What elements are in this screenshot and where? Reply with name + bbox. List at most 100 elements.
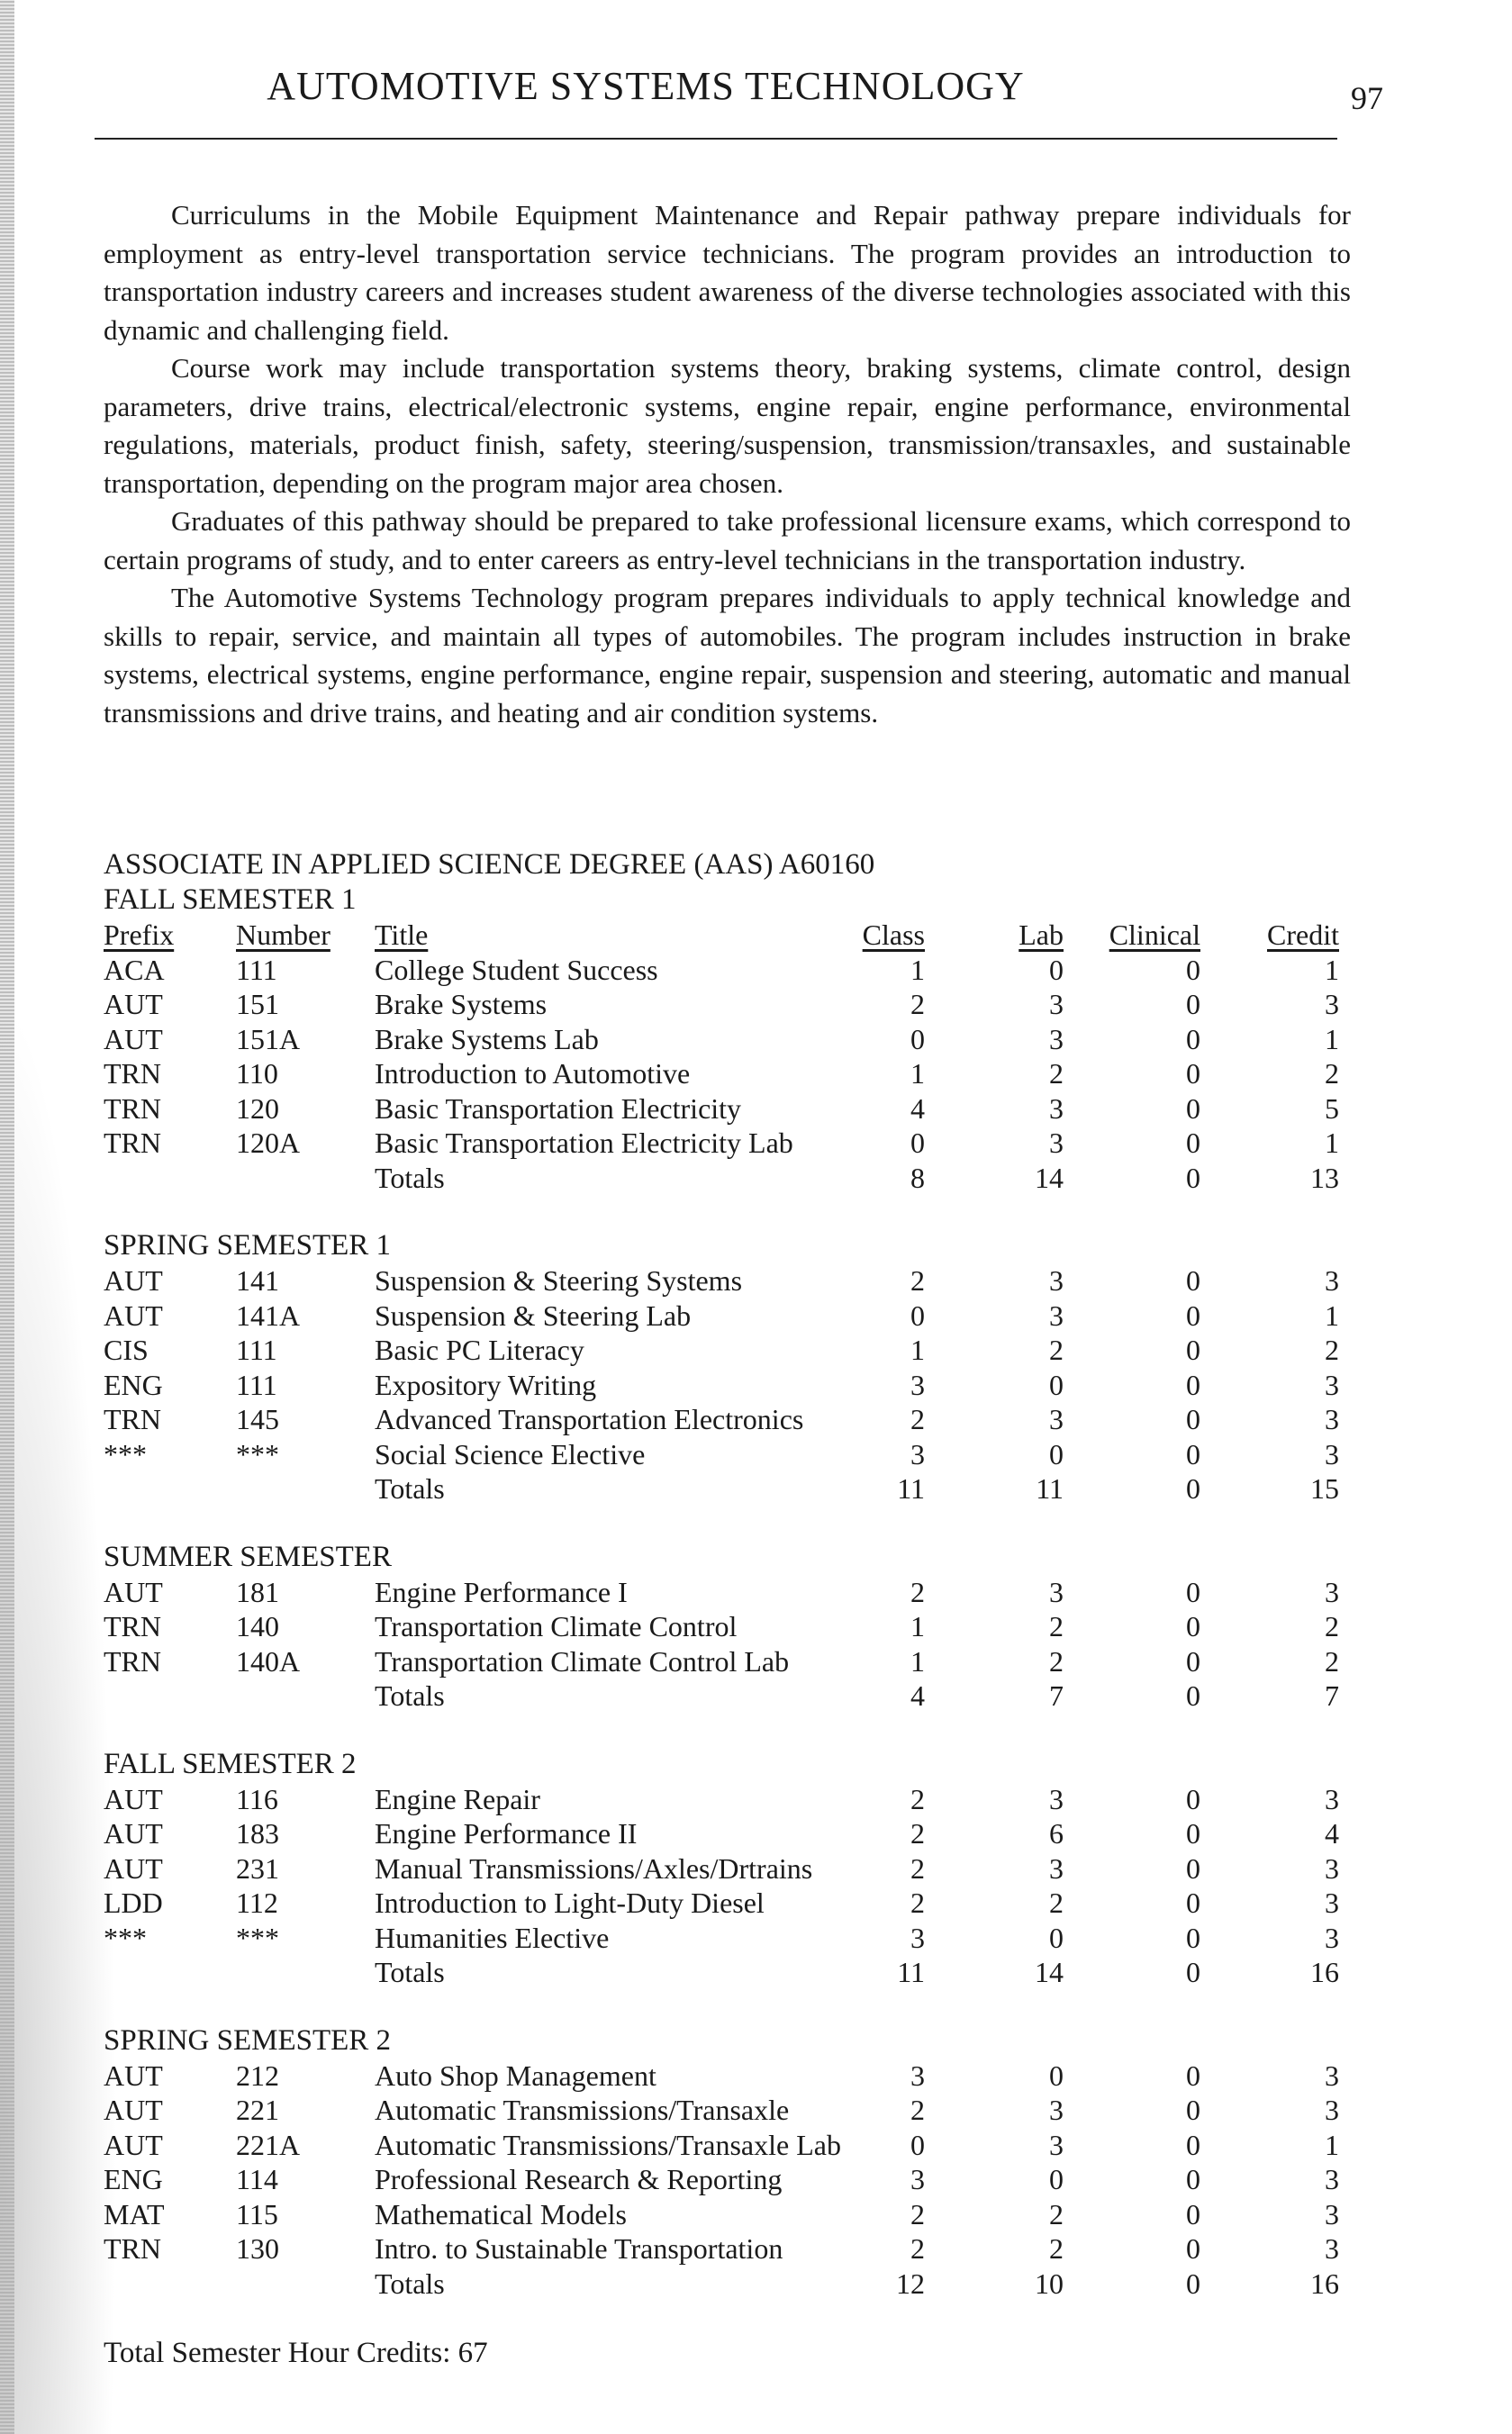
course-prefix: TRN xyxy=(104,1644,161,1678)
column-headers: Prefix Number Title Class Lab Clinical Credit xyxy=(104,918,1346,953)
course-number: 111 xyxy=(236,953,277,986)
totals-credit: 16 xyxy=(1310,2267,1339,2300)
course-number: 114 xyxy=(236,2163,278,2195)
course-clinical: 0 xyxy=(1186,988,1200,1020)
course-title: Humanities Elective xyxy=(375,1921,610,1954)
course-prefix: TRN xyxy=(104,2232,161,2265)
course-class: 2 xyxy=(910,2094,925,2126)
semester-title: SPRING SEMESTER 1 xyxy=(104,1229,392,1262)
course-row: CIS 111 Basic PC Literacy 1 2 0 2 xyxy=(104,1333,1346,1368)
intro-text: Curriculums in the Mobile Equipment Main… xyxy=(104,196,1351,732)
course-clinical: 0 xyxy=(1186,2058,1200,2092)
course-row: AUT 141A Suspension & Steering Lab 0 3 0 1 xyxy=(104,1298,1346,1334)
course-credit: 3 xyxy=(1325,2197,1339,2230)
semester-title: SPRING SEMESTER 2 xyxy=(104,2023,392,2057)
totals-lab: 7 xyxy=(1049,1679,1064,1712)
course-row: ENG 111 Expository Writing 3 0 0 3 xyxy=(104,1368,1346,1403)
column-header-prefix: Prefix xyxy=(104,918,175,951)
course-lab: 2 xyxy=(1049,1644,1064,1678)
course-row: TRN 130 Intro. to Sustainable Transportati… xyxy=(104,2231,1346,2267)
course-prefix: AUT xyxy=(104,988,163,1020)
course-number: 111 xyxy=(236,1368,277,1401)
course-credit: 3 xyxy=(1325,2094,1339,2126)
course-lab: 2 xyxy=(1049,2197,1064,2230)
course-lab: 0 xyxy=(1049,2058,1064,2092)
course-prefix: TRN xyxy=(104,1403,161,1435)
course-credit: 5 xyxy=(1325,1091,1339,1125)
course-credit: 1 xyxy=(1325,1022,1339,1055)
totals-title: Totals xyxy=(375,1472,445,1505)
totals-class: 11 xyxy=(897,1956,925,1988)
course-class: 0 xyxy=(910,1127,925,1159)
totals-class: 8 xyxy=(910,1161,925,1194)
course-prefix: *** xyxy=(104,1921,147,1954)
course-clinical: 0 xyxy=(1186,1298,1200,1332)
course-clinical: 0 xyxy=(1186,1091,1200,1125)
course-row: AUT 151 Brake Systems 2 3 0 3 xyxy=(104,987,1346,1022)
course-clinical: 0 xyxy=(1186,2197,1200,2230)
course-prefix: TRN xyxy=(104,1127,161,1159)
totals-row: Totals 8 14 0 13 xyxy=(104,1161,1346,1196)
course-number: 140 xyxy=(236,1610,279,1642)
course-title: Automatic Transmissions/Transaxle xyxy=(375,2094,790,2126)
course-lab: 3 xyxy=(1049,1851,1064,1885)
course-title: Introduction to Light-Duty Diesel xyxy=(375,1887,765,1919)
course-class: 1 xyxy=(910,1057,925,1090)
course-number: 130 xyxy=(236,2232,279,2265)
course-row: LDD 112 Introduction to Light-Duty Diesel 2… xyxy=(104,1886,1346,1921)
course-credit: 3 xyxy=(1325,1264,1339,1297)
course-clinical: 0 xyxy=(1186,1403,1200,1435)
course-row: TRN 140A Transportation Climate Control La… xyxy=(104,1644,1346,1679)
course-clinical: 0 xyxy=(1186,1644,1200,1678)
course-title: Transportation Climate Control xyxy=(375,1610,738,1642)
course-clinical: 0 xyxy=(1186,1851,1200,1885)
course-title: Basic Transportation Electricity xyxy=(375,1091,742,1125)
course-credit: 1 xyxy=(1325,1298,1339,1332)
column-header-clinical: Clinical xyxy=(1109,918,1200,951)
course-title: Professional Research & Reporting xyxy=(375,2163,783,2195)
totals-class: 12 xyxy=(896,2267,925,2300)
course-lab: 3 xyxy=(1049,2128,1064,2161)
totals-lab: 14 xyxy=(1035,1161,1064,1194)
course-number: 151A xyxy=(236,1022,301,1055)
program-curriculum: ASSOCIATE IN APPLIED SCIENCE DEGREE (AAS… xyxy=(104,846,1346,2334)
totals-credit: 16 xyxy=(1310,1956,1339,1988)
course-prefix: TRN xyxy=(104,1091,161,1125)
course-class: 2 xyxy=(910,1782,925,1815)
course-number: 145 xyxy=(236,1403,279,1435)
course-row: TRN 120 Basic Transportation Electricity 4 3… xyxy=(104,1091,1346,1127)
course-prefix: AUT xyxy=(104,1851,163,1885)
course-row: AUT 181 Engine Performance I 2 3 0 3 xyxy=(104,1575,1346,1610)
header-rule xyxy=(95,138,1337,140)
course-title: Advanced Transportation Electronics xyxy=(375,1403,804,1435)
course-lab: 3 xyxy=(1049,1264,1064,1297)
course-clinical: 0 xyxy=(1186,2128,1200,2161)
course-title: Automatic Transmissions/Transaxle Lab xyxy=(375,2128,841,2161)
course-title: Introduction to Automotive xyxy=(375,1057,691,1090)
totals-lab: 14 xyxy=(1035,1956,1064,1988)
course-row: MAT 115 Mathematical Models 2 2 0 3 xyxy=(104,2197,1346,2232)
course-prefix: AUT xyxy=(104,2058,163,2092)
totals-class: 11 xyxy=(897,1472,925,1505)
course-class: 3 xyxy=(910,1921,925,1954)
course-prefix: AUT xyxy=(104,1782,163,1815)
totals-lab: 10 xyxy=(1035,2267,1064,2300)
course-prefix: *** xyxy=(104,1437,147,1470)
course-row: AUT 212 Auto Shop Management 3 0 0 3 xyxy=(104,2058,1346,2094)
course-class: 3 xyxy=(910,1437,925,1470)
column-header-credit: Credit xyxy=(1267,918,1339,951)
course-row: AUT 221 Automatic Transmissions/Transaxle 2… xyxy=(104,2093,1346,2128)
course-lab: 3 xyxy=(1049,1127,1064,1159)
course-number: 141A xyxy=(236,1298,301,1332)
course-title: Auto Shop Management xyxy=(375,2058,656,2092)
course-clinical: 0 xyxy=(1186,1817,1200,1850)
course-class: 1 xyxy=(910,953,925,986)
course-title: Engine Repair xyxy=(375,1782,540,1815)
course-clinical: 0 xyxy=(1186,1264,1200,1297)
column-header-class: Class xyxy=(862,918,925,951)
course-lab: 0 xyxy=(1049,953,1064,986)
course-class: 2 xyxy=(910,2197,925,2230)
course-row: AUT 221A Automatic Transmissions/Transaxle… xyxy=(104,2128,1346,2163)
semester-section: FALL SEMESTER 1 Prefix Number Title Class Lab… xyxy=(104,882,1346,1195)
course-class: 0 xyxy=(910,1298,925,1332)
